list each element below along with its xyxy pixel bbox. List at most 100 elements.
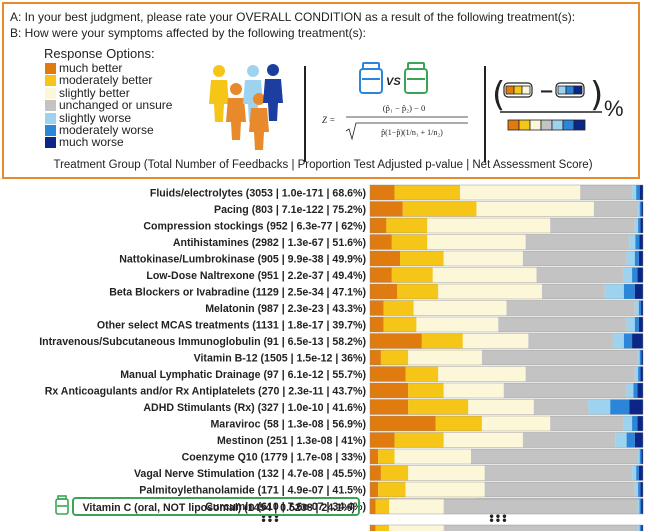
negative-swatch-group bbox=[555, 82, 585, 98]
bar-segment bbox=[623, 416, 633, 431]
bar-segment bbox=[626, 432, 635, 448]
bar-segment bbox=[641, 525, 643, 531]
bar-segment bbox=[370, 267, 392, 283]
legend-panel: A: In your best judgment, please rate yo… bbox=[2, 2, 640, 179]
legend-swatch bbox=[45, 87, 56, 99]
row-label: Nattokinase/Lumbrokinase (905 | 9.9e-38 … bbox=[119, 254, 366, 266]
legend-swatch bbox=[45, 137, 56, 149]
bar-segment bbox=[443, 499, 638, 514]
bar-segment bbox=[638, 482, 641, 497]
svg-text:): ) bbox=[590, 75, 603, 115]
bar-outline bbox=[369, 382, 644, 399]
ellipsis: ••• bbox=[488, 512, 507, 523]
bar-segment bbox=[629, 399, 643, 415]
bar-segment bbox=[397, 284, 439, 299]
bar-segment bbox=[438, 366, 526, 382]
bar-segment bbox=[370, 284, 398, 299]
positive-swatch-group bbox=[503, 82, 533, 98]
bar-segment bbox=[462, 333, 529, 349]
bar-segment bbox=[637, 525, 640, 531]
bar-segment bbox=[610, 399, 630, 415]
bar-segment bbox=[427, 234, 526, 250]
bar-segment bbox=[638, 251, 643, 266]
bar-outline bbox=[369, 366, 644, 382]
legend-swatch bbox=[45, 100, 56, 112]
bar-segment bbox=[639, 185, 643, 200]
bar-segment bbox=[640, 218, 643, 233]
legend-item: much worse bbox=[45, 135, 245, 150]
bar-segment bbox=[638, 465, 643, 481]
bar-segment bbox=[380, 465, 409, 481]
row-label: Antihistamines (2982 | 1.3e-67 | 51.6%) bbox=[173, 237, 366, 249]
bar-segment bbox=[408, 465, 485, 481]
legend-label: moderately better bbox=[59, 73, 153, 88]
legend-swatch bbox=[45, 125, 56, 136]
bar-segment bbox=[383, 300, 414, 316]
bar-segment bbox=[637, 350, 640, 365]
bar-segment bbox=[634, 218, 639, 233]
bar-segment bbox=[626, 251, 635, 266]
bar-segment bbox=[370, 333, 422, 349]
bar-segment bbox=[432, 267, 537, 283]
bar-segment bbox=[639, 234, 643, 250]
legend-item: slightly better bbox=[45, 85, 245, 100]
legend-item: unchanged or unsure bbox=[45, 98, 245, 112]
row-label: Intravenous/Subcutaneous Immunoglobulin … bbox=[39, 336, 366, 348]
bar-segment bbox=[633, 383, 638, 398]
bar-segment bbox=[370, 432, 395, 448]
bar-segment bbox=[389, 499, 444, 514]
row-label: Curcumin (610 | 7.6e-07 | 34.4%) bbox=[205, 501, 366, 513]
bar-outline bbox=[369, 217, 644, 234]
bar-outline bbox=[369, 498, 644, 515]
question-b: B: How were your symptoms affected by th… bbox=[10, 26, 366, 40]
bar-segment bbox=[550, 416, 624, 431]
bar-segment bbox=[634, 482, 639, 497]
bar-segment bbox=[443, 432, 523, 448]
row-label: Pacing (803 | 7.1e-122 | 75.2%) bbox=[214, 204, 366, 216]
bar-outline bbox=[369, 524, 644, 531]
legend-swatch bbox=[45, 75, 56, 87]
divider-1 bbox=[304, 66, 306, 162]
bar-segment bbox=[640, 366, 643, 382]
bar-segment bbox=[525, 234, 630, 250]
bar-segment bbox=[623, 284, 635, 299]
bar-segment bbox=[405, 366, 439, 382]
axis-description: Treatment Group (Total Number of Feedbac… bbox=[53, 159, 593, 171]
bar-segment bbox=[443, 251, 523, 266]
bar-segment bbox=[632, 333, 643, 349]
bar-segment bbox=[405, 482, 485, 497]
bar-segment bbox=[636, 465, 639, 481]
proportion-test-formula: VS Z = (p̂₁ − p̂₂) − 0 p̂(1−p̂)(1/n₁ + 1… bbox=[322, 62, 468, 141]
bar-segment bbox=[623, 267, 633, 283]
net-assessment-formula: ( − ) % bbox=[492, 75, 624, 131]
bar-segment bbox=[460, 185, 581, 200]
legend-label: slightly better bbox=[59, 85, 130, 100]
bar-outline bbox=[369, 432, 644, 448]
bar-segment bbox=[476, 201, 594, 217]
bar-segment bbox=[612, 333, 624, 349]
bar-segment bbox=[375, 525, 390, 531]
bottle-blue-icon bbox=[359, 62, 383, 94]
legend-item: moderately better bbox=[45, 73, 245, 88]
formula-denominator: p̂(1−p̂)(1/n₁ + 1/n₂) bbox=[381, 128, 443, 137]
bar-segment bbox=[525, 366, 635, 382]
ellipsis: ••• bbox=[260, 512, 279, 523]
row-label: Vitamin B-12 (1505 | 1.5e-12 | 36%) bbox=[194, 353, 366, 365]
svg-text:(: ( bbox=[492, 75, 505, 115]
bar-outline bbox=[369, 300, 644, 316]
response-options-title: Response Options: bbox=[44, 46, 155, 61]
bar-segment bbox=[506, 300, 635, 316]
bar-segment bbox=[389, 525, 444, 531]
bar-segment bbox=[638, 317, 643, 332]
bar-segment bbox=[481, 350, 638, 365]
bar-segment bbox=[593, 201, 638, 217]
bar-outline bbox=[369, 234, 644, 250]
bar-segment bbox=[634, 317, 639, 332]
bar-segment bbox=[416, 317, 499, 332]
bar-segment bbox=[639, 449, 642, 464]
legend-label: much worse bbox=[59, 135, 124, 150]
legend-item: moderately worse bbox=[45, 123, 245, 137]
row-label: Beta Blockers or Ivabradine (1129 | 2.5e… bbox=[109, 287, 366, 299]
bar-segment bbox=[370, 201, 403, 217]
bar-segment bbox=[468, 399, 534, 415]
